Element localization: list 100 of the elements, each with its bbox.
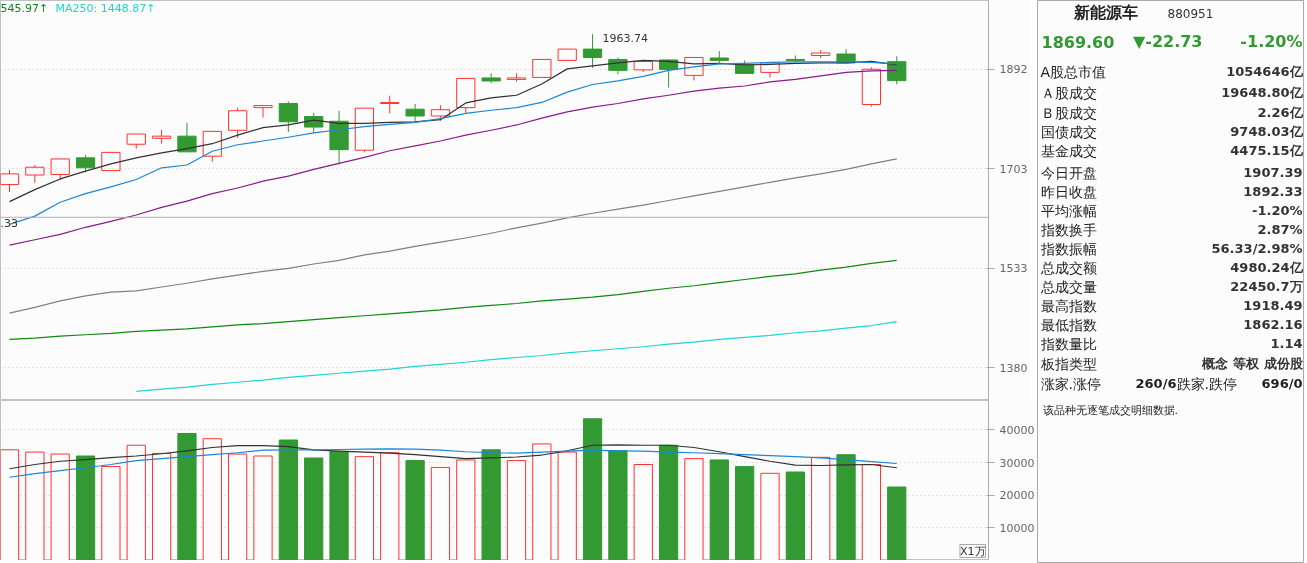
bar [304, 457, 324, 560]
bar [50, 453, 70, 560]
annotation: 545.97↑ [0, 1, 49, 15]
text: 4475.15亿 [1230, 143, 1304, 158]
y-tick-label: 40000 [999, 423, 1035, 437]
bar [430, 466, 451, 560]
candlestick [329, 110, 349, 165]
bar [760, 472, 780, 560]
bar [481, 449, 501, 560]
bar [75, 455, 96, 560]
bar [456, 459, 476, 560]
candlestick [405, 103, 425, 122]
text: 概念 等权 成份股 [1201, 356, 1304, 371]
text: 新能源车 [1072, 3, 1138, 22]
text: 4980.24亿 [1230, 260, 1304, 275]
text: 涨家.涨停 [1040, 375, 1101, 392]
y-tick-label: 10000 [999, 521, 1035, 535]
text: 国债成交 [1040, 123, 1097, 140]
text: 今日开盘 [1040, 164, 1097, 181]
bar [151, 452, 172, 560]
bar [354, 456, 375, 560]
text: 1054646亿 [1226, 64, 1304, 79]
text: Ａ股成交 [1040, 84, 1097, 101]
bar [253, 455, 273, 560]
bar [329, 450, 349, 560]
bar [709, 459, 729, 560]
bar [506, 460, 527, 560]
bar [278, 439, 298, 560]
y-tick-label: 1533 [999, 262, 1028, 276]
text: 260/6 [1135, 376, 1177, 391]
text: 该品种无逐笔成交明细数据. [1042, 404, 1178, 417]
bar [380, 452, 400, 560]
y-tick-label: 30000 [999, 456, 1035, 470]
text: 昨日收盘 [1040, 183, 1097, 200]
bar [405, 460, 425, 560]
text: 22450.7万 [1230, 279, 1303, 294]
bar [861, 464, 882, 560]
y-tick-label: 1703 [999, 162, 1028, 176]
text: 总成交额 [1039, 259, 1097, 276]
annotation: .33 [0, 217, 18, 231]
bar [785, 471, 805, 560]
bar [887, 486, 907, 560]
text: 1862.16 [1243, 317, 1303, 332]
bar [532, 443, 552, 560]
bar [658, 444, 679, 560]
text: 跌家.跌停 [1176, 375, 1237, 392]
text: 基金成交 [1040, 142, 1097, 159]
bar [228, 453, 248, 560]
text: 总成交量 [1039, 278, 1097, 295]
candlestick [25, 164, 45, 184]
text: 最高指数 [1040, 297, 1097, 314]
text: 19648.80亿 [1221, 85, 1304, 100]
bar [25, 451, 45, 560]
y-tick-label: 20000 [999, 489, 1035, 503]
line-series [135, 321, 898, 392]
candlestick [861, 66, 882, 108]
text: 1869.60 [1041, 32, 1115, 52]
y-tick-label: 1380 [999, 361, 1028, 375]
text: 2.26亿 [1257, 105, 1304, 120]
text: 2.87% [1257, 222, 1303, 237]
text: 1892.33 [1243, 184, 1303, 199]
text: Ｂ股成交 [1040, 104, 1097, 121]
candlestick [151, 129, 172, 145]
bar [126, 444, 146, 560]
bar [177, 432, 197, 560]
text: X1万 [959, 544, 986, 558]
text: -1.20% [1240, 32, 1303, 51]
bar [811, 456, 831, 560]
bar [101, 465, 121, 560]
bar [582, 418, 603, 560]
text: 平均涨幅 [1040, 202, 1097, 219]
annotation: 1963.74 [602, 32, 649, 46]
text: 56.33/2.98% [1211, 241, 1303, 256]
bar [557, 451, 577, 560]
bar [608, 450, 628, 560]
text: 指数换手 [1039, 221, 1097, 238]
bar [202, 438, 222, 560]
y-tick-label: 1892 [999, 63, 1028, 77]
annotation: MA250: 1448.87↑ [55, 1, 156, 15]
text: 1907.39 [1243, 165, 1303, 180]
text: ▼-22.73 [1132, 32, 1203, 51]
bar [633, 464, 653, 560]
text: 696/0 [1261, 376, 1303, 391]
line-series [8, 259, 898, 340]
bar [684, 458, 704, 560]
text: 1.14 [1270, 336, 1303, 351]
bar [836, 454, 856, 560]
text: 最低指数 [1040, 316, 1097, 333]
text: 1918.49 [1243, 298, 1303, 313]
text: 9748.03亿 [1230, 124, 1304, 139]
bar [0, 449, 20, 560]
text: 指数振幅 [1039, 240, 1097, 257]
text: 880951 [1167, 7, 1214, 21]
text: 板指类型 [1039, 355, 1097, 372]
line-series [8, 448, 898, 478]
line-series [8, 444, 898, 470]
text: A股总市值 [1040, 63, 1107, 80]
text: 指数量比 [1039, 335, 1097, 352]
bar [735, 465, 755, 560]
text: -1.20% [1252, 203, 1303, 218]
